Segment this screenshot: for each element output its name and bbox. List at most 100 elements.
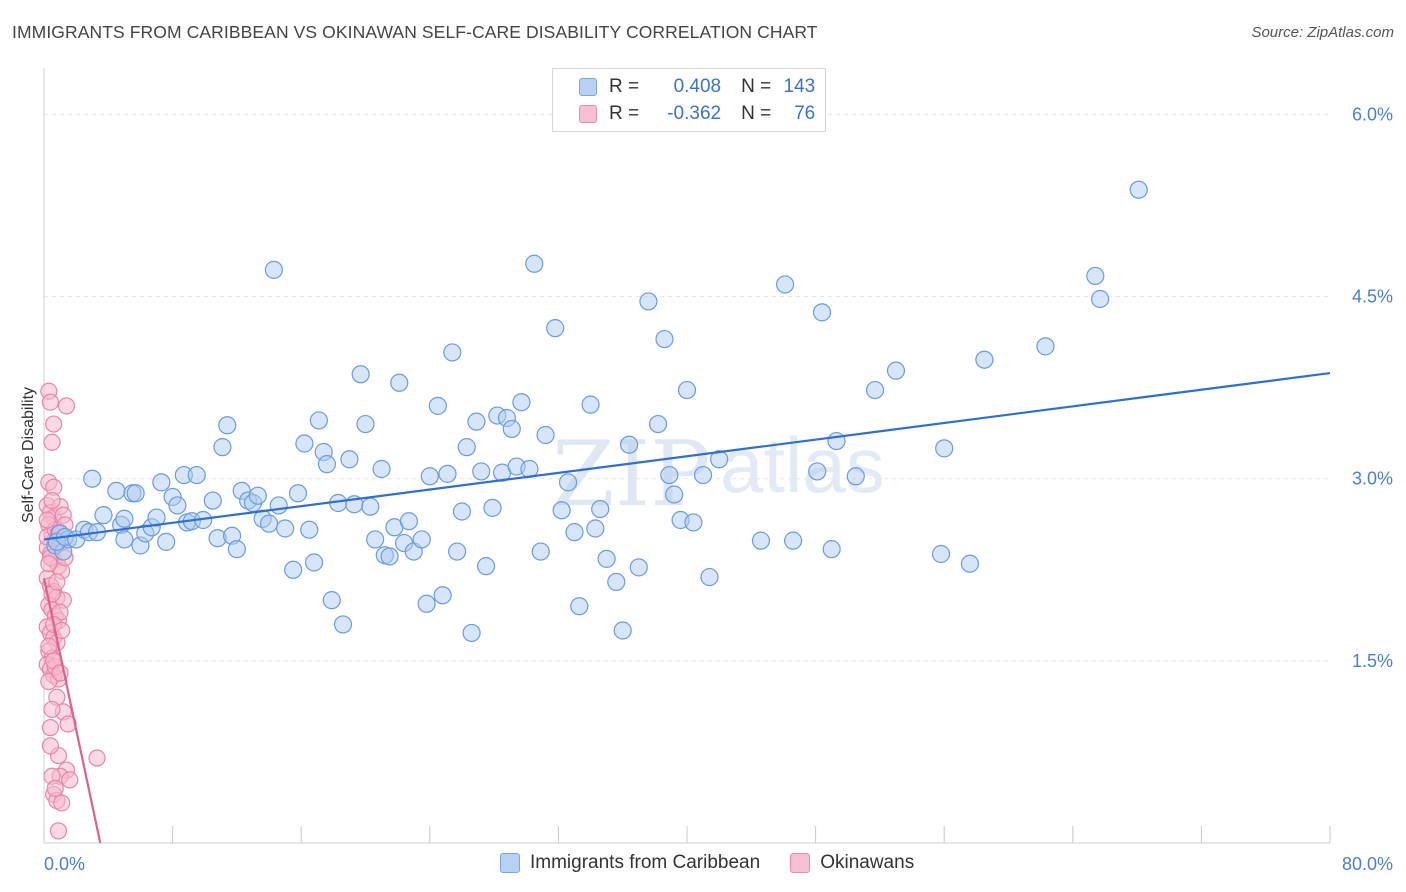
caribbean-point (581, 395, 600, 414)
caribbean-point (931, 544, 951, 564)
caribbean-point (248, 486, 267, 505)
caribbean-point (655, 329, 674, 349)
caribbean-point (558, 473, 578, 492)
caribbean-point (264, 260, 283, 279)
series-label-okinawans: Okinawans (820, 852, 915, 873)
caribbean-point (531, 542, 550, 561)
legend-swatch-caribbean (579, 78, 597, 96)
y-axis-label: Self-Care Disability (20, 387, 37, 523)
y-tick-labels: 1.5% 3.0% 4.5% 6.0% (1352, 104, 1393, 670)
caribbean-point (372, 459, 391, 479)
caribbean-point (751, 531, 771, 550)
legend-n-value: 143 (783, 76, 816, 97)
legend-swatch-okinawans (579, 105, 597, 123)
caribbean-point (865, 380, 885, 400)
okinawans-point (43, 700, 61, 719)
caribbean-point (115, 530, 134, 549)
caribbean-point (1129, 180, 1148, 199)
caribbean-point (476, 557, 496, 576)
caribbean-point (203, 491, 222, 510)
caribbean-point (783, 531, 803, 550)
legend-r-label: R = (609, 76, 640, 97)
caribbean-point (808, 462, 827, 481)
x-tick-label: 80.0% (1342, 854, 1393, 874)
legend-row-okinawans: R = -0.362 N = 76 (553, 101, 815, 127)
caribbean-point (300, 520, 319, 539)
okinawans-point (53, 621, 71, 640)
y-tick-label: 3.0% (1352, 469, 1393, 489)
okinawans-point (40, 555, 58, 573)
caribbean-point (322, 591, 341, 610)
okinawans-trend-line (42, 578, 102, 844)
caribbean-point (620, 435, 639, 454)
okinawans-point (57, 397, 76, 415)
caribbean-point (420, 467, 439, 486)
caribbean-point (467, 412, 486, 431)
axes (43, 68, 1331, 844)
caribbean-point (417, 594, 436, 613)
correlation-legend: R = 0.408 N = 143 R = -0.362 N = 76 (552, 68, 826, 132)
y-tick-label: 1.5% (1352, 651, 1393, 671)
caribbean-point (276, 519, 295, 538)
caribbean-point (812, 303, 832, 322)
okinawans-point (46, 779, 64, 797)
caribbean-point (366, 530, 385, 549)
caribbean-point (607, 572, 626, 592)
legend-n-label: N = (741, 76, 772, 97)
caribbean-point (83, 469, 102, 488)
caribbean-point (356, 414, 375, 434)
okinawans-point (53, 794, 71, 812)
okinawans-point (43, 491, 61, 510)
caribbean-point (361, 497, 380, 516)
caribbean-point (665, 485, 684, 504)
caribbean-point (822, 540, 841, 559)
caribbean-point (304, 553, 324, 572)
caribbean-point (399, 512, 419, 531)
trend-lines (42, 371, 1331, 844)
okinawans-point (43, 433, 61, 451)
caribbean-point (452, 502, 472, 521)
caribbean-point (775, 275, 795, 294)
y-tick-label: 4.5% (1352, 287, 1393, 307)
caribbean-point (438, 464, 457, 483)
okinawans-point (41, 719, 60, 737)
caribbean-point (187, 465, 206, 485)
caribbean-point (597, 549, 616, 568)
legend-r-label: R = (609, 103, 640, 124)
caribbean-point (935, 439, 954, 458)
legend-r-value: 0.408 (673, 76, 722, 97)
series-legend: Immigrants from Caribbean Okinawans (500, 852, 944, 874)
caribbean-point (886, 361, 906, 380)
caribbean-point (317, 455, 337, 474)
caribbean-point (295, 434, 314, 453)
caribbean-point (960, 554, 980, 573)
caribbean-point (536, 425, 555, 445)
okinawans-point (88, 749, 106, 767)
caribbean-point (157, 532, 176, 551)
caribbean-point (552, 501, 571, 520)
caribbean-point (613, 621, 632, 640)
caribbean-point (168, 496, 187, 515)
caribbean-point (351, 365, 370, 384)
caribbean-point (846, 467, 865, 486)
caribbean-point (227, 540, 246, 559)
caribbean-trend-line (43, 371, 1331, 541)
okinawans-point (38, 511, 56, 529)
caribbean-point (502, 419, 521, 439)
okinawans-point (49, 822, 68, 840)
caribbean-point (380, 547, 399, 566)
legend-r-value: -0.362 (667, 103, 722, 124)
caribbean-point (390, 373, 409, 392)
caribbean-point (975, 350, 994, 369)
caribbean-point (677, 380, 697, 400)
caribbean-point (309, 411, 328, 430)
caribbean-point (288, 484, 308, 503)
caribbean-point (152, 473, 171, 492)
okinawans-points (38, 382, 106, 840)
okinawans-point (61, 771, 79, 789)
series-legend-caribbean: Immigrants from Caribbean (500, 852, 760, 874)
caribbean-points (46, 180, 1148, 643)
watermark-atlas: atlas (720, 421, 885, 509)
caribbean-point (565, 523, 584, 542)
